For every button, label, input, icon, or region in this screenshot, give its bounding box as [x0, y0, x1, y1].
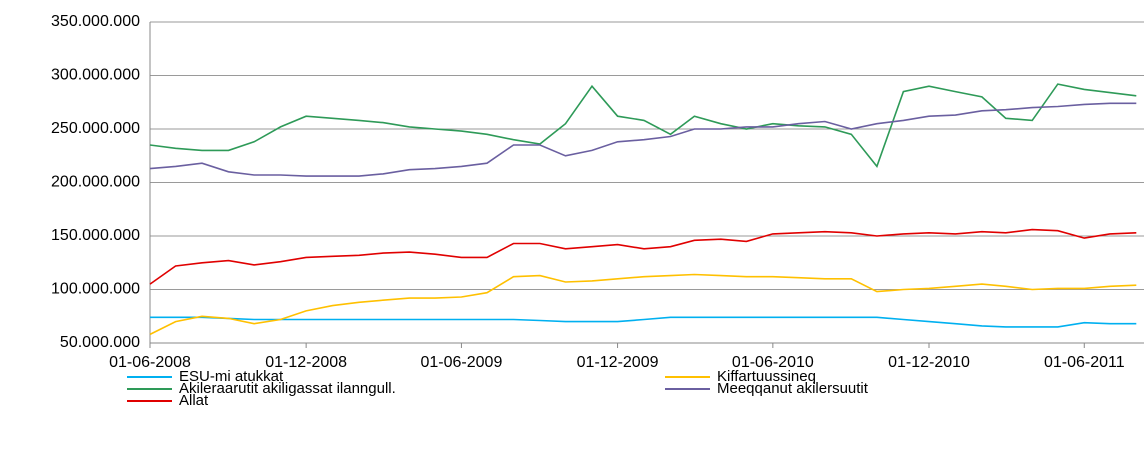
x-tick-label: 01-12-2009	[577, 354, 659, 371]
x-tick-label: 01-06-2011	[1044, 354, 1125, 371]
y-tick-label: 50.000.000	[60, 334, 140, 351]
y-tick-label: 350.000.000	[51, 13, 140, 30]
x-tick-label: 01-12-2008	[265, 354, 347, 371]
y-tick-label: 250.000.000	[51, 120, 140, 137]
legend-label: Kiffartuussineq	[717, 368, 816, 385]
x-tick-label: 01-06-2009	[421, 354, 503, 371]
x-tick-label: 01-06-2008	[109, 354, 191, 371]
series-line	[149, 273, 1137, 336]
series-line	[149, 102, 1137, 177]
series-line	[149, 228, 1137, 285]
legend-label: Meeqqanut akilersuutit	[717, 380, 869, 397]
series-line	[150, 316, 1137, 328]
y-tick-label: 150.000.000	[51, 227, 140, 244]
legend-label: Akileraarutit akiligassat ilanngull.	[179, 380, 396, 397]
legend-label: Allat	[179, 392, 209, 409]
y-tick-label: 300.000.000	[51, 67, 140, 84]
legend-label: ESU-mi atukkat	[179, 368, 284, 385]
y-tick-label: 100.000.000	[51, 281, 140, 298]
x-tick-label: 01-06-2010	[732, 354, 814, 371]
x-tick-label: 01-12-2010	[888, 354, 970, 371]
series-line	[149, 83, 1137, 169]
y-tick-label: 200.000.000	[51, 174, 140, 191]
